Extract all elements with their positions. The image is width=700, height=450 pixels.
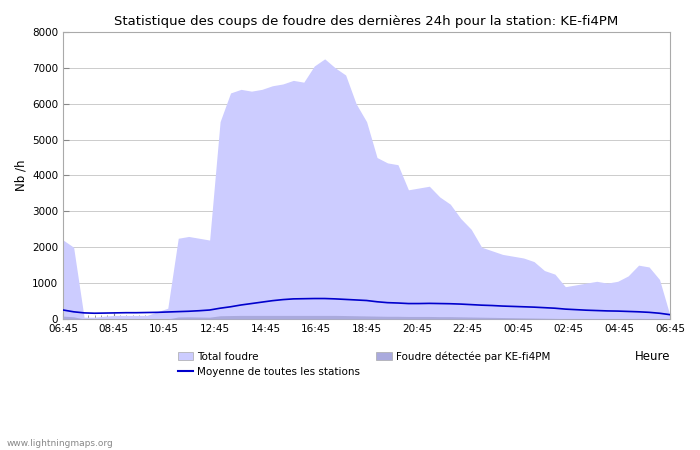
Text: www.lightningmaps.org: www.lightningmaps.org xyxy=(7,439,113,448)
Y-axis label: Nb /h: Nb /h xyxy=(15,160,28,191)
Title: Statistique des coups de foudre des dernières 24h pour la station: KE-fi4PM: Statistique des coups de foudre des dern… xyxy=(115,15,619,28)
Legend: Total foudre, Moyenne de toutes les stations, Foudre détectée par KE-fi4PM: Total foudre, Moyenne de toutes les stat… xyxy=(178,351,550,377)
Text: Heure: Heure xyxy=(634,350,670,363)
